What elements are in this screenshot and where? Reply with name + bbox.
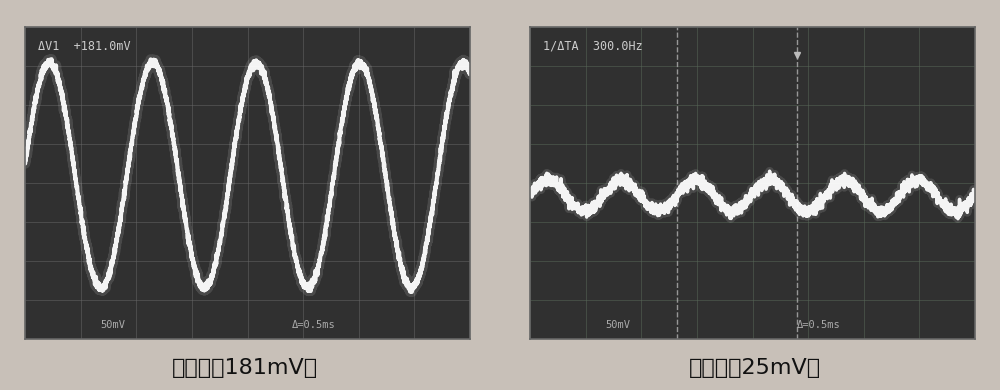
Text: Δ=0.5ms: Δ=0.5ms xyxy=(292,320,336,330)
Text: 50mV: 50mV xyxy=(101,320,126,330)
Text: 采用后（25mV）: 采用后（25mV） xyxy=(689,358,821,378)
Text: Δ=0.5ms: Δ=0.5ms xyxy=(797,320,841,330)
Text: 50mV: 50mV xyxy=(606,320,631,330)
Text: ΔV1  +181.0mV: ΔV1 +181.0mV xyxy=(38,40,131,53)
Text: 1/ΔTA  300.0Hz: 1/ΔTA 300.0Hz xyxy=(543,40,643,53)
Text: 采用前（181mV）: 采用前（181mV） xyxy=(172,358,318,378)
